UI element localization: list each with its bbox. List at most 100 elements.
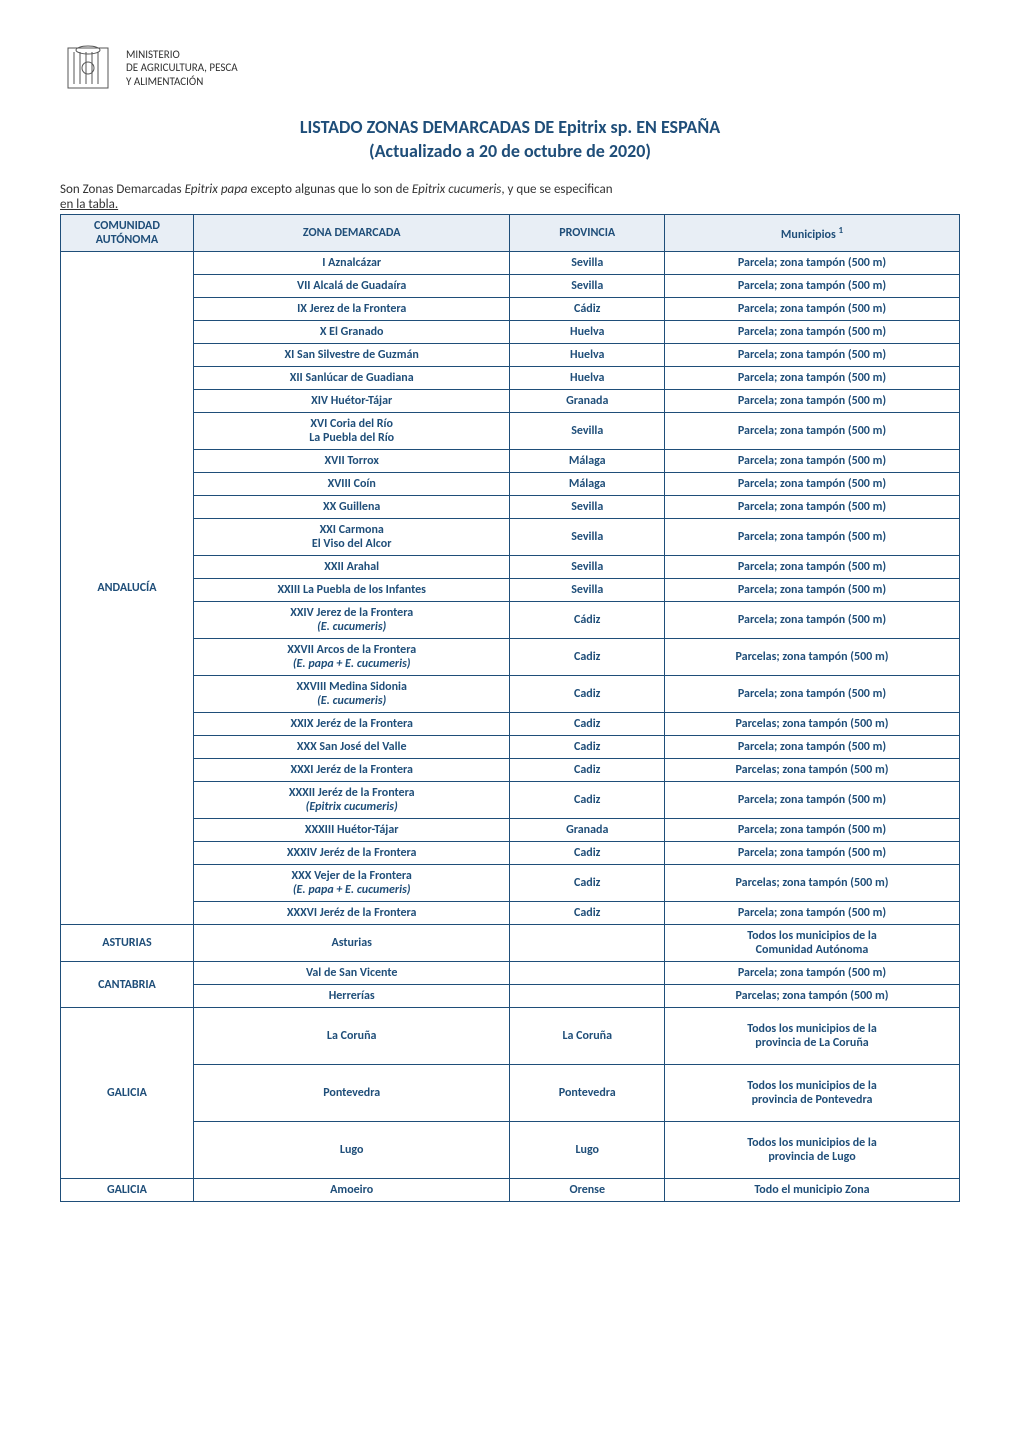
table-cell: XXX San José del Valle bbox=[193, 736, 510, 759]
table-cell: XXXII Jeréz de la Frontera(Epitrix cucum… bbox=[193, 782, 510, 819]
table-cell: Sevilla bbox=[510, 252, 665, 275]
table-row: XXIX Jeréz de la FronteraCadizParcelas; … bbox=[61, 713, 960, 736]
table-row: XII Sanlúcar de GuadianaHuelvaParcela; z… bbox=[61, 367, 960, 390]
table-cell: La Coruña bbox=[510, 1008, 665, 1065]
table-row: IX Jerez de la FronteraCádizParcela; zon… bbox=[61, 298, 960, 321]
table-row: VII Alcalá de GuadaíraSevillaParcela; zo… bbox=[61, 275, 960, 298]
table-body: ANDALUCÍAI AznalcázarSevillaParcela; zon… bbox=[61, 252, 960, 1202]
intro-italic1: Epitrix papa bbox=[185, 182, 248, 197]
table-row: GALICIAAmoeiroOrenseTodo el municipio Zo… bbox=[61, 1179, 960, 1202]
table-cell: Sevilla bbox=[510, 579, 665, 602]
table-cell: Cadiz bbox=[510, 736, 665, 759]
table-row: CANTABRIAVal de San VicenteParcela; zona… bbox=[61, 962, 960, 985]
table-cell: Parcela; zona tampón (500 m) bbox=[665, 473, 960, 496]
table-cell: Parcela; zona tampón (500 m) bbox=[665, 602, 960, 639]
intro-suffix: , y que se especifican bbox=[501, 182, 612, 197]
table-row: XXXI Jeréz de la FronteraCadizParcelas; … bbox=[61, 759, 960, 782]
table-cell: Val de San Vicente bbox=[193, 962, 510, 985]
table-row: X El GranadoHuelvaParcela; zona tampón (… bbox=[61, 321, 960, 344]
table-cell: XXIV Jerez de la Frontera(E. cucumeris) bbox=[193, 602, 510, 639]
table-cell: Herrerías bbox=[193, 985, 510, 1008]
table-cell: I Aznalcázar bbox=[193, 252, 510, 275]
table-cell: VII Alcalá de Guadaíra bbox=[193, 275, 510, 298]
ministry-line1: MINISTERIO bbox=[126, 48, 180, 61]
table-cell bbox=[510, 985, 665, 1008]
table-row: XXXII Jeréz de la Frontera(Epitrix cucum… bbox=[61, 782, 960, 819]
table-cell: Granada bbox=[510, 819, 665, 842]
comunidad-cell-galicia2: GALICIA bbox=[61, 1179, 194, 1202]
table-cell: Todos los municipios de laComunidad Autó… bbox=[665, 925, 960, 962]
table-cell: Parcela; zona tampón (500 m) bbox=[665, 367, 960, 390]
document-title-line1: LISTADO ZONAS DEMARCADAS DE Epitrix sp. … bbox=[60, 116, 960, 138]
table-cell: Cadiz bbox=[510, 782, 665, 819]
table-row: XXI CarmonaEl Viso del AlcorSevillaParce… bbox=[61, 519, 960, 556]
table-cell: Cadiz bbox=[510, 842, 665, 865]
table-cell: Parcela; zona tampón (500 m) bbox=[665, 579, 960, 602]
table-row: XXII ArahalSevillaParcela; zona tampón (… bbox=[61, 556, 960, 579]
table-cell: Parcela; zona tampón (500 m) bbox=[665, 344, 960, 367]
table-cell: Huelva bbox=[510, 344, 665, 367]
table-cell: XVIII Coín bbox=[193, 473, 510, 496]
table-cell: XXXIV Jeréz de la Frontera bbox=[193, 842, 510, 865]
table-cell: XIV Huétor-Tájar bbox=[193, 390, 510, 413]
intro-prefix: Son Zonas Demarcadas bbox=[60, 182, 185, 197]
table-cell: Asturias bbox=[193, 925, 510, 962]
table-cell: Parcelas; zona tampón (500 m) bbox=[665, 865, 960, 902]
table-cell: Sevilla bbox=[510, 519, 665, 556]
ministry-line2: DE AGRICULTURA, PESCA bbox=[126, 61, 238, 74]
table-row: XI San Silvestre de GuzmánHuelvaParcela;… bbox=[61, 344, 960, 367]
document-title-line2: (Actualizado a 20 de octubre de 2020) bbox=[60, 140, 960, 162]
table-cell: Málaga bbox=[510, 450, 665, 473]
header-municipios-text: Municipios bbox=[781, 228, 836, 242]
table-cell: Parcela; zona tampón (500 m) bbox=[665, 782, 960, 819]
table-row: LugoLugoTodos los municipios de laprovin… bbox=[61, 1122, 960, 1179]
table-cell: IX Jerez de la Frontera bbox=[193, 298, 510, 321]
table-cell: Huelva bbox=[510, 367, 665, 390]
ministry-line3: Y ALIMENTACIÓN bbox=[126, 75, 203, 88]
table-cell: Todo el municipio Zona bbox=[665, 1179, 960, 1202]
table-cell: XII Sanlúcar de Guadiana bbox=[193, 367, 510, 390]
table-cell: Parcela; zona tampón (500 m) bbox=[665, 736, 960, 759]
header-provincia: PROVINCIA bbox=[510, 215, 665, 252]
table-cell: Parcela; zona tampón (500 m) bbox=[665, 842, 960, 865]
table-cell: Cadiz bbox=[510, 713, 665, 736]
table-cell: XXX Vejer de la Frontera(E. papa + E. cu… bbox=[193, 865, 510, 902]
table-cell bbox=[510, 962, 665, 985]
table-cell: XXVIII Medina Sidonia(E. cucumeris) bbox=[193, 676, 510, 713]
table-cell: Parcela; zona tampón (500 m) bbox=[665, 275, 960, 298]
table-cell: Cadiz bbox=[510, 759, 665, 782]
table-cell: Cádiz bbox=[510, 298, 665, 321]
table-cell: XXII Arahal bbox=[193, 556, 510, 579]
table-cell: Pontevedra bbox=[193, 1065, 510, 1122]
table-cell: X El Granado bbox=[193, 321, 510, 344]
header-municipios-sup: 1 bbox=[839, 225, 844, 236]
table-cell: Parcela; zona tampón (500 m) bbox=[665, 676, 960, 713]
table-cell: XI San Silvestre de Guzmán bbox=[193, 344, 510, 367]
header-logo: MINISTERIO DE AGRICULTURA, PESCA Y ALIME… bbox=[60, 40, 960, 96]
table-row: PontevedraPontevedraTodos los municipios… bbox=[61, 1065, 960, 1122]
table-cell: Cadiz bbox=[510, 676, 665, 713]
table-cell: Parcelas; zona tampón (500 m) bbox=[665, 759, 960, 782]
intro-underline: en la tabla. bbox=[60, 197, 118, 212]
table-cell: Parcela; zona tampón (500 m) bbox=[665, 519, 960, 556]
table-row: XVII TorroxMálagaParcela; zona tampón (5… bbox=[61, 450, 960, 473]
zones-table: COMUNIDAD AUTÓNOMA ZONA DEMARCADA PROVIN… bbox=[60, 214, 960, 1202]
table-cell: Parcela; zona tampón (500 m) bbox=[665, 902, 960, 925]
table-cell: Parcela; zona tampón (500 m) bbox=[665, 413, 960, 450]
table-cell bbox=[510, 925, 665, 962]
intro-paragraph: Son Zonas Demarcadas Epitrix papa except… bbox=[60, 182, 960, 212]
table-cell: Parcela; zona tampón (500 m) bbox=[665, 450, 960, 473]
header-zona: ZONA DEMARCADA bbox=[193, 215, 510, 252]
table-cell: Huelva bbox=[510, 321, 665, 344]
header-comunidad: COMUNIDAD AUTÓNOMA bbox=[61, 215, 194, 252]
table-cell: XXXIII Huétor-Tájar bbox=[193, 819, 510, 842]
table-row: XXXIII Huétor-TájarGranadaParcela; zona … bbox=[61, 819, 960, 842]
table-cell: Sevilla bbox=[510, 496, 665, 519]
header-municipios: Municipios 1 bbox=[665, 215, 960, 252]
comunidad-cell-andalucia: ANDALUCÍA bbox=[61, 252, 194, 925]
table-row: XXVIII Medina Sidonia(E. cucumeris)Cadiz… bbox=[61, 676, 960, 713]
table-cell: Lugo bbox=[510, 1122, 665, 1179]
comunidad-cell-cantabria: CANTABRIA bbox=[61, 962, 194, 1008]
table-cell: Parcela; zona tampón (500 m) bbox=[665, 321, 960, 344]
table-row: ASTURIASAsturiasTodos los municipios de … bbox=[61, 925, 960, 962]
